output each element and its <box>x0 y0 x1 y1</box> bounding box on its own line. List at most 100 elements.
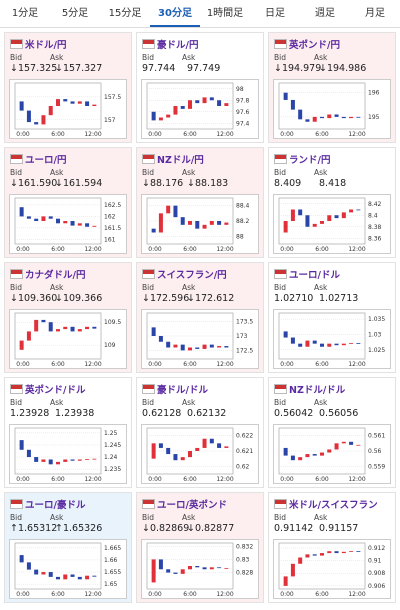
rate-card[interactable]: 英ポンド/ドル Bid Ask 1.23928 1.23938 1.25 1.245 1.24… <box>4 377 132 488</box>
pair-name: 英ポンド/ドル <box>25 385 86 396</box>
candle <box>48 459 53 465</box>
candle <box>180 344 185 351</box>
x-tick-label: 0:00 <box>16 476 30 483</box>
candle <box>166 114 171 118</box>
x-tick-label: 0:00 <box>148 591 162 598</box>
y-tick-label: 173.5 <box>236 319 253 326</box>
y-tick-label: 162 <box>104 213 116 220</box>
pair-name: 米ドル/スイスフラン <box>289 500 378 511</box>
candle <box>320 343 324 347</box>
candle <box>224 222 229 225</box>
flag-icon <box>274 384 287 394</box>
plot-area <box>14 312 102 360</box>
bid-value: ↓161.590 <box>10 178 58 189</box>
candle <box>209 97 214 101</box>
rate-card[interactable]: ユーロ/円 Bid Ask ↓161.590 ↓161.594 162.5 162 161.5… <box>4 147 132 258</box>
rate-card[interactable]: ランド/円 Bid Ask 8.409 8.418 8.42 8.4 8.38 8.36 0:00… <box>268 147 396 258</box>
candle <box>290 99 295 110</box>
x-tick-label: 12:00 <box>216 246 233 253</box>
candle <box>334 343 339 346</box>
y-tick-label: 0.62 <box>236 463 250 470</box>
pair-name: ユーロ/英ポンド <box>157 500 227 511</box>
x-tick-label: 0:00 <box>16 361 30 368</box>
rate-card[interactable]: 豪ドル/ドル Bid Ask 0.62128 0.62132 0.622 0.621 0.62… <box>136 377 264 488</box>
y-tick-label: 0.621 <box>236 448 253 455</box>
rate-card[interactable]: NZドル/ドル Bid Ask 0.56042 0.56056 0.561 0.56 0.55… <box>268 377 396 488</box>
bid-value: ↓109.360 <box>10 293 58 304</box>
flag-icon <box>142 269 155 279</box>
rate-card[interactable]: 豪ドル/円 Bid Ask 97.744 97.749 98 97.8 97.6 97.4 0:0… <box>136 32 264 143</box>
y-tick-label: 1.235 <box>104 466 121 473</box>
x-tick-label: 0:00 <box>16 591 30 598</box>
rate-card[interactable]: NZドル/円 Bid Ask ↓88.176 ↓88.183 88.4 88.2 88 0:00… <box>136 147 264 258</box>
tab[interactable]: 1分足 <box>11 8 39 19</box>
rate-card[interactable]: ユーロ/英ポンド Bid Ask ↓0.82869 ↓0.82877 0.832 0.83 0… <box>136 492 264 603</box>
y-tick-label: 1.245 <box>104 442 121 449</box>
rate-card[interactable]: カナダドル/円 Bid Ask ↓109.360 ↓109.366 109.5 109 0:0… <box>4 262 132 373</box>
x-tick-label: 6:00 <box>183 246 197 253</box>
y-tick-label: 172.5 <box>236 347 253 354</box>
candle <box>166 205 171 214</box>
bid-label: Bid <box>142 398 154 407</box>
flag-icon <box>10 499 23 509</box>
tab[interactable]: 30分足 <box>150 0 200 27</box>
ask-value: ↓109.366 <box>55 293 103 304</box>
candle <box>166 569 171 573</box>
ask-label: Ask <box>314 283 328 292</box>
candle <box>26 331 31 341</box>
rate-card[interactable]: ユーロ/ドル Bid Ask 1.02710 1.02713 1.035 1.03 1.025… <box>268 262 396 373</box>
x-tick-label: 0:00 <box>280 246 294 253</box>
rate-card[interactable]: 米ドル/円 Bid Ask ↓157.325 ↓157.327 157.5 157 0:00 6… <box>4 32 132 143</box>
y-tick-label: 98 <box>236 86 244 93</box>
x-tick-label: 6:00 <box>183 476 197 483</box>
candle <box>334 551 339 554</box>
y-tick-label: 1.65 <box>104 581 118 588</box>
x-tick-label: 6:00 <box>315 591 329 598</box>
pair-name: 豪ドル/ドル <box>157 385 208 396</box>
candle <box>188 347 192 351</box>
rate-card[interactable]: 英ポンド/円 Bid Ask ↓194.979 ↓194.986 196 195 0:00 6:… <box>268 32 396 143</box>
mini-chart: 0.622 0.621 0.62 0:00 6:00 12:00 <box>141 424 259 484</box>
tab[interactable]: 5分足 <box>61 8 89 19</box>
ask-value: ↓194.986 <box>319 63 367 74</box>
candle <box>356 551 361 552</box>
plot-area <box>14 82 102 130</box>
y-tick-label: 88.2 <box>236 218 250 225</box>
y-tick-label: 0.912 <box>368 545 385 552</box>
candle <box>298 343 303 347</box>
candle <box>151 443 156 459</box>
y-tick-label: 8.38 <box>368 224 382 231</box>
x-tick-label: 6:00 <box>315 361 329 368</box>
y-tick-label: 1.25 <box>104 430 118 437</box>
x-tick-label: 12:00 <box>84 131 101 138</box>
x-tick-label: 12:00 <box>348 131 365 138</box>
rate-card[interactable]: スイスフラン/円 Bid Ask ↓172.596 ↓172.612 173.5 173 17… <box>136 262 264 373</box>
candle <box>327 449 332 453</box>
rate-card[interactable]: ユーロ/豪ドル Bid Ask ↑1.65312 ↑1.65326 1.665 1.66 1.… <box>4 492 132 603</box>
tab[interactable]: 15分足 <box>108 8 142 19</box>
candle <box>151 228 156 233</box>
tab[interactable]: 1時間足 <box>206 8 244 19</box>
candle <box>19 340 24 350</box>
y-tick-label: 161.5 <box>104 225 121 232</box>
candle <box>158 117 163 121</box>
candle <box>202 224 207 229</box>
candle <box>180 106 185 109</box>
tab[interactable]: 月足 <box>365 8 385 19</box>
ask-value: ↓88.183 <box>187 178 229 189</box>
y-tick-label: 0.828 <box>236 570 253 577</box>
plot-area <box>278 542 366 590</box>
ask-label: Ask <box>314 53 328 62</box>
plot-area <box>146 82 234 130</box>
tab[interactable]: 日足 <box>265 8 285 19</box>
bid-value: ↓194.979 <box>274 63 322 74</box>
candle <box>63 574 68 580</box>
candle <box>70 101 75 104</box>
y-tick-label: 0.56 <box>368 448 382 455</box>
rate-card[interactable]: 米ドル/スイスフラン Bid Ask 0.91142 0.91157 0.912 0.91 0… <box>268 492 396 603</box>
candle <box>202 344 207 349</box>
tab[interactable]: 週足 <box>315 8 335 19</box>
candle <box>63 326 68 330</box>
candle <box>290 455 295 461</box>
